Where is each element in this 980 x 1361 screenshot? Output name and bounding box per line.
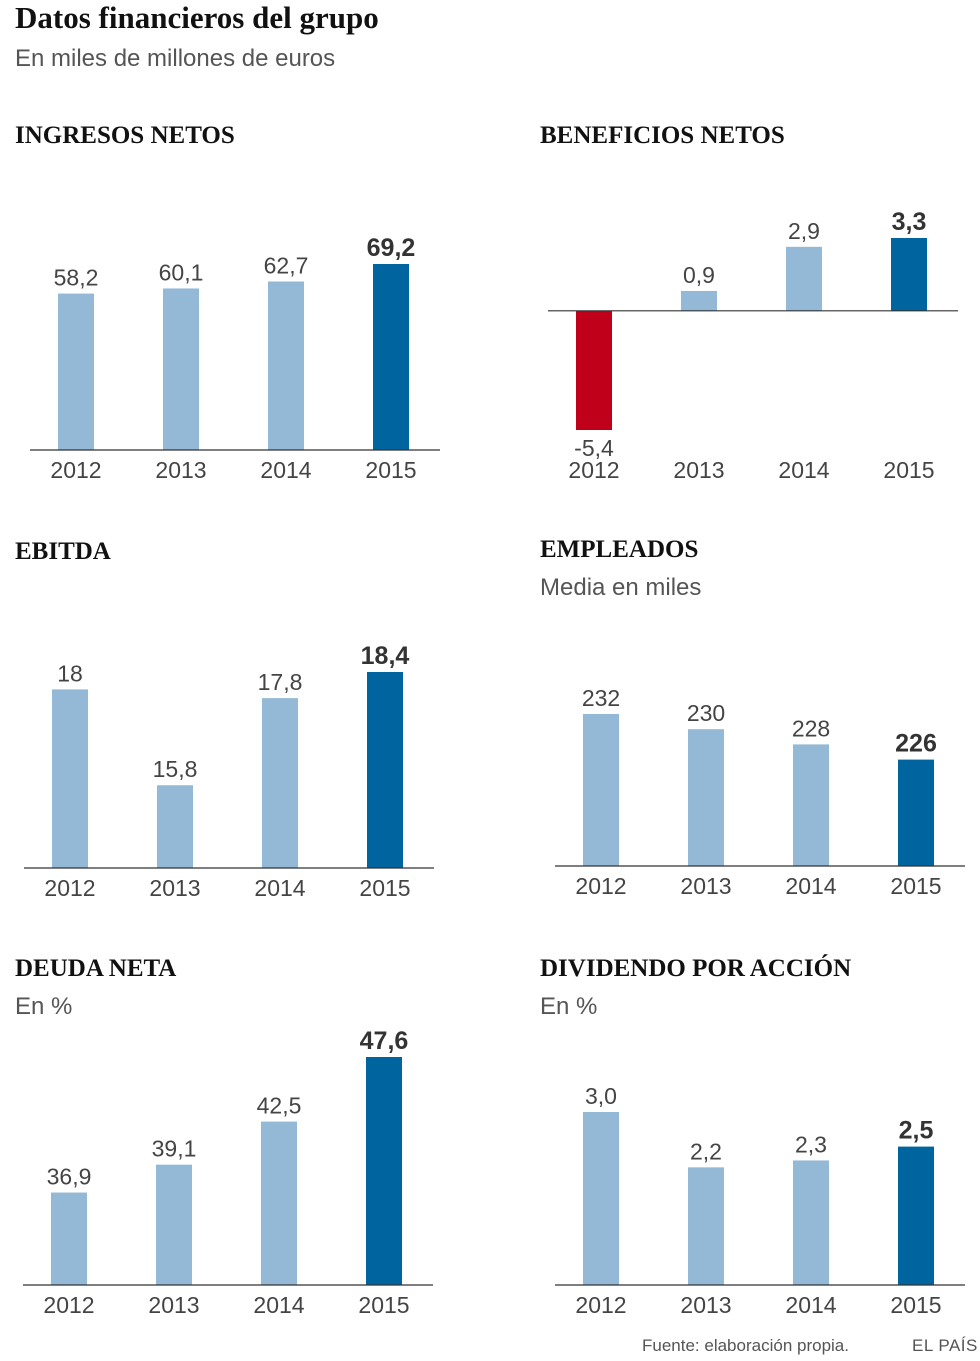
chart-title-ingresos: INGRESOS NETOS — [15, 122, 235, 149]
value-label-2012: -5,4 — [574, 435, 614, 461]
x-tick-2012: 2012 — [575, 1292, 626, 1318]
value-label-2015: 18,4 — [361, 642, 410, 670]
value-label-2013: 39,1 — [152, 1136, 197, 1162]
bar-2015 — [366, 1057, 402, 1285]
chart-empleados: 232 2012 230 2013 228 2014 226 2015 — [555, 685, 965, 899]
value-label-2013: 60,1 — [159, 259, 204, 285]
bar-2012 — [52, 689, 88, 868]
chart-subtitle-empleados: Media en miles — [540, 574, 702, 601]
x-tick-2015: 2015 — [359, 875, 410, 901]
chart-deuda: 36,9 2012 39,1 2013 42,5 2014 47,6 2015 — [23, 1027, 433, 1318]
bar-2014 — [262, 698, 298, 868]
value-label-2014: 228 — [792, 715, 830, 741]
x-tick-2014: 2014 — [778, 457, 829, 483]
x-tick-2013: 2013 — [148, 1292, 199, 1318]
value-label-2014: 2,9 — [788, 218, 820, 244]
x-tick-2015: 2015 — [890, 1292, 941, 1318]
x-tick-2012: 2012 — [43, 1292, 94, 1318]
bar-2015 — [373, 264, 409, 450]
x-tick-2013: 2013 — [680, 1292, 731, 1318]
source-note: Fuente: elaboración propia. — [642, 1336, 849, 1355]
value-label-2012: 58,2 — [54, 265, 99, 291]
x-tick-2014: 2014 — [254, 875, 305, 901]
value-label-2013: 0,9 — [683, 262, 715, 288]
value-label-2012: 18 — [57, 660, 83, 686]
chart-title-deuda: DEUDA NETA — [15, 955, 177, 982]
bar-2014 — [793, 1160, 829, 1285]
x-tick-2014: 2014 — [253, 1292, 304, 1318]
chart-title-dividendo: DIVIDENDO POR ACCIÓN — [540, 955, 852, 982]
bar-2012 — [583, 714, 619, 866]
bar-2012 — [58, 293, 94, 450]
chart-title-ebitda: EBITDA — [15, 538, 111, 565]
bar-2013 — [156, 1164, 192, 1285]
value-label-2014: 17,8 — [258, 669, 303, 695]
x-tick-2014: 2014 — [260, 457, 311, 483]
bar-2015 — [367, 672, 403, 868]
x-tick-2014: 2014 — [785, 1292, 836, 1318]
value-label-2015: 69,2 — [367, 234, 416, 262]
x-tick-2015: 2015 — [883, 457, 934, 483]
value-label-2015: 47,6 — [360, 1027, 409, 1055]
bar-2012 — [51, 1192, 87, 1285]
page-subtitle: En miles de millones de euros — [15, 45, 336, 72]
brand-label: EL PAÍS — [912, 1336, 978, 1355]
x-tick-2012: 2012 — [575, 873, 626, 899]
bar-2014 — [261, 1121, 297, 1285]
x-tick-2015: 2015 — [890, 873, 941, 899]
bar-2015 — [891, 238, 927, 311]
bar-2015 — [898, 759, 934, 866]
bar-2015 — [898, 1146, 934, 1285]
x-tick-2012: 2012 — [568, 457, 619, 483]
bar-2013 — [163, 288, 199, 450]
value-label-2013: 15,8 — [153, 756, 198, 782]
chart-ingresos: 58,2 2012 60,1 2013 62,7 2014 69,2 2015 — [30, 234, 440, 483]
x-tick-2013: 2013 — [155, 457, 206, 483]
bar-2012 — [583, 1112, 619, 1285]
value-label-2012: 36,9 — [47, 1164, 92, 1190]
x-tick-2015: 2015 — [358, 1292, 409, 1318]
x-tick-2013: 2013 — [149, 875, 200, 901]
chart-title-empleados: EMPLEADOS — [540, 536, 699, 563]
bar-2013 — [688, 1167, 724, 1285]
chart-subtitle-deuda: En % — [15, 993, 73, 1020]
chart-ebitda: 18 2012 15,8 2013 17,8 2014 18,4 2015 — [24, 642, 434, 901]
value-label-2013: 230 — [687, 700, 725, 726]
x-tick-2012: 2012 — [50, 457, 101, 483]
bar-2014 — [268, 281, 304, 450]
bar-2013 — [681, 290, 717, 311]
value-label-2014: 2,3 — [795, 1131, 827, 1157]
bar-2012 — [576, 310, 612, 430]
bar-2014 — [786, 246, 822, 311]
value-label-2015: 3,3 — [892, 208, 927, 236]
x-tick-2013: 2013 — [673, 457, 724, 483]
value-label-2012: 3,0 — [585, 1083, 617, 1109]
x-tick-2015: 2015 — [365, 457, 416, 483]
bar-2014 — [793, 744, 829, 866]
value-label-2013: 2,2 — [690, 1138, 722, 1164]
value-label-2015: 2,5 — [899, 1117, 934, 1145]
value-label-2014: 42,5 — [257, 1093, 302, 1119]
bar-2013 — [157, 785, 193, 868]
page-title: Datos financieros del grupo — [15, 0, 379, 35]
x-tick-2012: 2012 — [44, 875, 95, 901]
chart-title-beneficios: BENEFICIOS NETOS — [540, 122, 785, 149]
bar-2013 — [688, 729, 724, 866]
value-label-2014: 62,7 — [264, 252, 309, 278]
chart-subtitle-dividendo: En % — [540, 993, 598, 1020]
chart-dividendo: 3,0 2012 2,2 2013 2,3 2014 2,5 2015 — [555, 1083, 965, 1318]
value-label-2012: 232 — [582, 685, 620, 711]
value-label-2015: 226 — [895, 730, 937, 758]
x-tick-2014: 2014 — [785, 873, 836, 899]
x-tick-2013: 2013 — [680, 873, 731, 899]
